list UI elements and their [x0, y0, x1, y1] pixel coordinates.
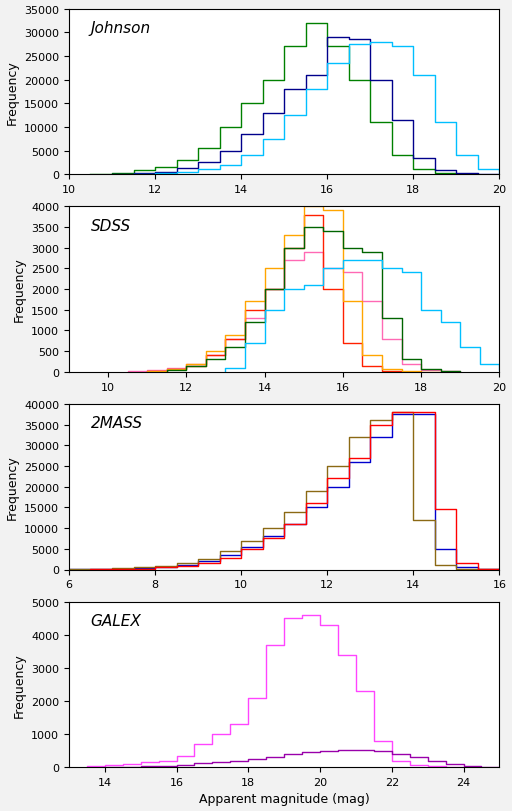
Text: SDSS: SDSS	[91, 218, 131, 234]
Y-axis label: Frequency: Frequency	[6, 455, 18, 519]
X-axis label: Apparent magnitude (mag): Apparent magnitude (mag)	[199, 792, 370, 805]
Y-axis label: Frequency: Frequency	[6, 60, 18, 125]
Text: Johnson: Johnson	[91, 21, 151, 36]
Y-axis label: Frequency: Frequency	[13, 652, 26, 717]
Text: 2MASS: 2MASS	[91, 416, 142, 431]
Text: GALEX: GALEX	[91, 613, 141, 629]
Y-axis label: Frequency: Frequency	[13, 257, 26, 322]
